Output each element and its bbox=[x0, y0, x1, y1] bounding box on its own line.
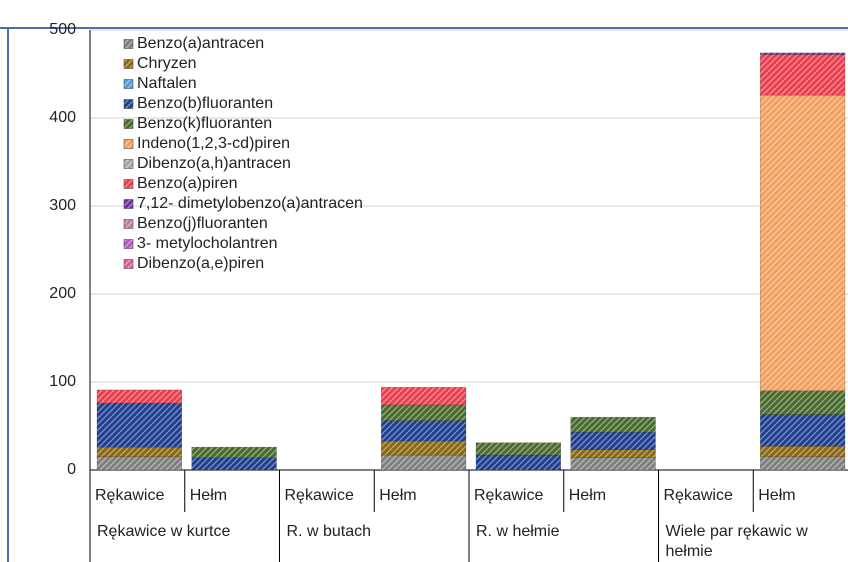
bar-segment bbox=[381, 440, 467, 456]
x-tick-label: Rękawice bbox=[474, 487, 543, 504]
bar-segment bbox=[570, 416, 656, 433]
bar-segment bbox=[760, 414, 846, 447]
group-label: Rękawice w kurtce bbox=[97, 523, 231, 540]
legend-label: Dibenzo(a,h)antracen bbox=[137, 155, 291, 172]
x-tick-label: Rękawice bbox=[95, 487, 164, 504]
y-tick-label: 300 bbox=[49, 197, 76, 214]
x-tick-label: Hełm bbox=[569, 487, 606, 504]
x-tick-label: Rękawice bbox=[664, 487, 733, 504]
legend-label: Dibenzo(a,e)piren bbox=[137, 255, 264, 272]
legend-label: Chryzen bbox=[137, 55, 197, 72]
legend-label: 7,12- dimetylobenzo(a)antracen bbox=[137, 195, 363, 212]
bar-segment bbox=[96, 402, 182, 448]
bar-segment bbox=[191, 457, 277, 471]
x-tick-label: Hełm bbox=[758, 487, 795, 504]
legend-label: Benzo(j)fluoranten bbox=[137, 215, 268, 232]
bar-segment bbox=[381, 404, 467, 421]
bar-segment bbox=[381, 454, 467, 471]
bar-segment bbox=[760, 52, 846, 55]
y-tick-label: 0 bbox=[67, 461, 76, 478]
bar-segment bbox=[381, 387, 467, 406]
legend-swatch bbox=[123, 239, 134, 249]
bar-segment bbox=[570, 449, 656, 458]
legend-swatch bbox=[123, 139, 134, 149]
bar-segment bbox=[760, 456, 846, 471]
y-tick-label: 500 bbox=[49, 21, 76, 38]
group-label: Wiele par rękawic w hełmie bbox=[665, 523, 808, 560]
y-tick-label: 100 bbox=[49, 373, 76, 390]
legend-swatch bbox=[123, 259, 134, 269]
y-tick-label: 400 bbox=[49, 109, 76, 126]
group-label: R. w butach bbox=[286, 523, 371, 540]
y-tick-label: 200 bbox=[49, 285, 76, 302]
legend-label: Indeno(1,2,3-cd)piren bbox=[137, 135, 290, 152]
bar-segment bbox=[475, 454, 561, 471]
legend-label: Benzo(a)antracen bbox=[137, 35, 264, 52]
legend-swatch bbox=[123, 99, 134, 109]
bar-segment bbox=[475, 442, 561, 456]
legend-swatch bbox=[123, 179, 134, 189]
legend-swatch bbox=[123, 199, 134, 209]
legend-swatch bbox=[123, 59, 134, 69]
group-label: R. w hełmie bbox=[476, 523, 560, 540]
bar-segment bbox=[381, 420, 467, 442]
bar-segment bbox=[760, 94, 846, 392]
x-tick-label: Hełm bbox=[379, 487, 416, 504]
bar-segment bbox=[96, 456, 182, 471]
bar-segment bbox=[760, 54, 846, 96]
legend-label: Benzo(k)fluoranten bbox=[137, 115, 272, 132]
bar-segment bbox=[96, 446, 182, 458]
bar-segment bbox=[96, 389, 182, 404]
x-tick-label: Hełm bbox=[190, 487, 227, 504]
legend-swatch bbox=[123, 219, 134, 229]
legend-label: Benzo(b)fluoranten bbox=[137, 95, 273, 112]
bar-segment bbox=[191, 446, 277, 458]
bar-segment bbox=[760, 390, 846, 415]
bar-segment bbox=[760, 445, 846, 458]
legend-swatch bbox=[123, 119, 134, 129]
legend-label: Benzo(a)piren bbox=[137, 175, 238, 192]
legend-swatch bbox=[123, 79, 134, 89]
bar-segment bbox=[570, 431, 656, 451]
bar-segment bbox=[570, 457, 656, 471]
legend-label: Naftalen bbox=[137, 75, 197, 92]
legend-swatch bbox=[123, 159, 134, 169]
legend-label: 3- metylocholantren bbox=[137, 235, 278, 252]
legend-swatch bbox=[123, 39, 134, 49]
x-tick-label: Rękawice bbox=[285, 487, 354, 504]
